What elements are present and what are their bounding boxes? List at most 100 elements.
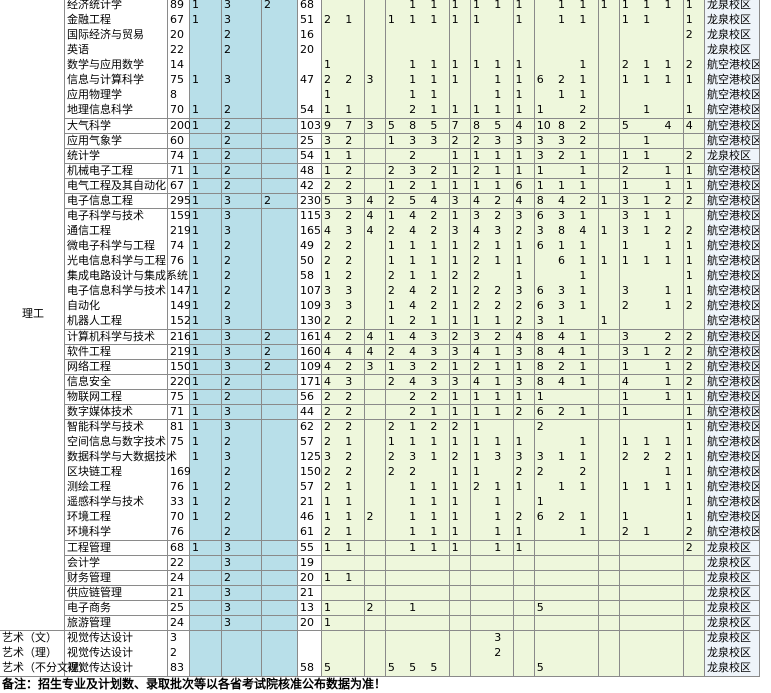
- major-name: 财务管理: [65, 570, 168, 587]
- province-count: 2: [449, 329, 472, 346]
- province-count: [577, 419, 600, 436]
- province-count: 4: [407, 344, 429, 361]
- province-count: [598, 435, 621, 451]
- province-count: [534, 0, 557, 14]
- province-count: [492, 43, 514, 59]
- province-count: [407, 585, 429, 602]
- province-count: [534, 585, 557, 602]
- province-count: 3: [619, 329, 642, 346]
- province-count: 2: [364, 600, 387, 617]
- total: 75: [168, 389, 190, 406]
- province-count: 1: [428, 540, 451, 557]
- province-count: 1: [662, 465, 685, 481]
- province-count: [641, 419, 663, 436]
- total: 71: [168, 404, 190, 421]
- province-count: [513, 570, 536, 587]
- province-count: [619, 630, 642, 647]
- province-count: 1: [322, 615, 344, 632]
- province-count: [641, 329, 663, 346]
- total: 200: [168, 118, 191, 135]
- province-count: 2: [428, 389, 451, 406]
- province-count: [556, 389, 578, 406]
- province-count: 3: [428, 133, 451, 150]
- subtotal: 230: [298, 193, 322, 210]
- province-count: [385, 88, 408, 104]
- province-count: 1: [492, 344, 514, 361]
- province-count: 1: [641, 193, 663, 210]
- province-count: [598, 450, 621, 466]
- province-count: [641, 570, 663, 587]
- province-count: [556, 28, 578, 44]
- province-count: 2: [322, 389, 344, 406]
- plan-count: 2: [222, 495, 262, 511]
- province-count: [598, 404, 621, 421]
- province-count: 2: [428, 359, 451, 376]
- province-count: 1: [407, 13, 429, 29]
- province-count: 1: [534, 163, 557, 180]
- province-count: [641, 314, 663, 331]
- province-count: 5: [492, 118, 514, 135]
- province-count: 1: [577, 239, 600, 255]
- province-count: [385, 480, 408, 496]
- province-count: [513, 661, 536, 677]
- province-count: [641, 404, 663, 421]
- subtotal: 44: [298, 404, 322, 421]
- province-count: 1: [407, 495, 429, 511]
- province-count: [513, 646, 536, 662]
- campus: 龙泉校区: [705, 570, 760, 587]
- province-count: 5: [407, 193, 429, 210]
- major-name: 信息安全: [65, 374, 168, 391]
- major-name: 机械电子工程: [65, 163, 168, 180]
- province-count: 1: [577, 284, 600, 300]
- plan-count: [190, 615, 222, 632]
- province-count: 2: [343, 254, 366, 270]
- total: 67: [168, 13, 190, 29]
- province-count: [449, 615, 472, 632]
- province-count: 2: [322, 239, 344, 255]
- province-count: [449, 646, 472, 662]
- province-count: 1: [598, 314, 621, 331]
- province-count: 4: [513, 329, 536, 346]
- province-count: 2: [343, 163, 366, 180]
- plan-count: 2: [222, 163, 262, 180]
- province-count: 4: [407, 208, 429, 225]
- province-count: 1: [492, 88, 514, 104]
- campus: 航空港校区: [705, 465, 760, 481]
- province-count: [619, 585, 642, 602]
- province-count: 1: [492, 314, 514, 331]
- province-count: [598, 73, 621, 89]
- province-count: 1: [492, 495, 514, 511]
- province-count: 2: [641, 450, 663, 466]
- campus: 航空港校区: [705, 389, 760, 406]
- province-count: 2: [470, 480, 493, 496]
- plan-count: 2: [222, 148, 262, 165]
- total: 22: [168, 43, 190, 59]
- province-count: 1: [407, 73, 429, 89]
- plan-count: 1: [190, 73, 222, 89]
- province-count: 1: [492, 540, 514, 557]
- province-count: 2: [322, 480, 344, 496]
- province-count: 1: [556, 450, 578, 466]
- province-count: 2: [407, 178, 429, 195]
- total: 295: [168, 193, 191, 210]
- province-count: [492, 570, 514, 587]
- province-count: [364, 254, 387, 270]
- plan-count: [262, 208, 298, 225]
- plan-count: 2: [222, 103, 262, 120]
- province-count: [662, 28, 685, 44]
- province-count: 5: [619, 118, 642, 135]
- province-count: [385, 615, 408, 632]
- plan-count: [262, 600, 298, 617]
- province-count: 1: [683, 510, 706, 526]
- province-count: [598, 359, 621, 376]
- province-count: 1: [577, 359, 600, 376]
- province-count: [556, 435, 578, 451]
- province-count: 8: [470, 118, 493, 135]
- subtotal: 54: [298, 148, 322, 165]
- plan-count: [222, 88, 262, 104]
- major-name: 电气工程及其自动化: [65, 178, 168, 195]
- province-count: 4: [556, 329, 578, 346]
- province-count: [385, 43, 408, 59]
- province-count: 2: [683, 359, 706, 376]
- province-count: [598, 480, 621, 496]
